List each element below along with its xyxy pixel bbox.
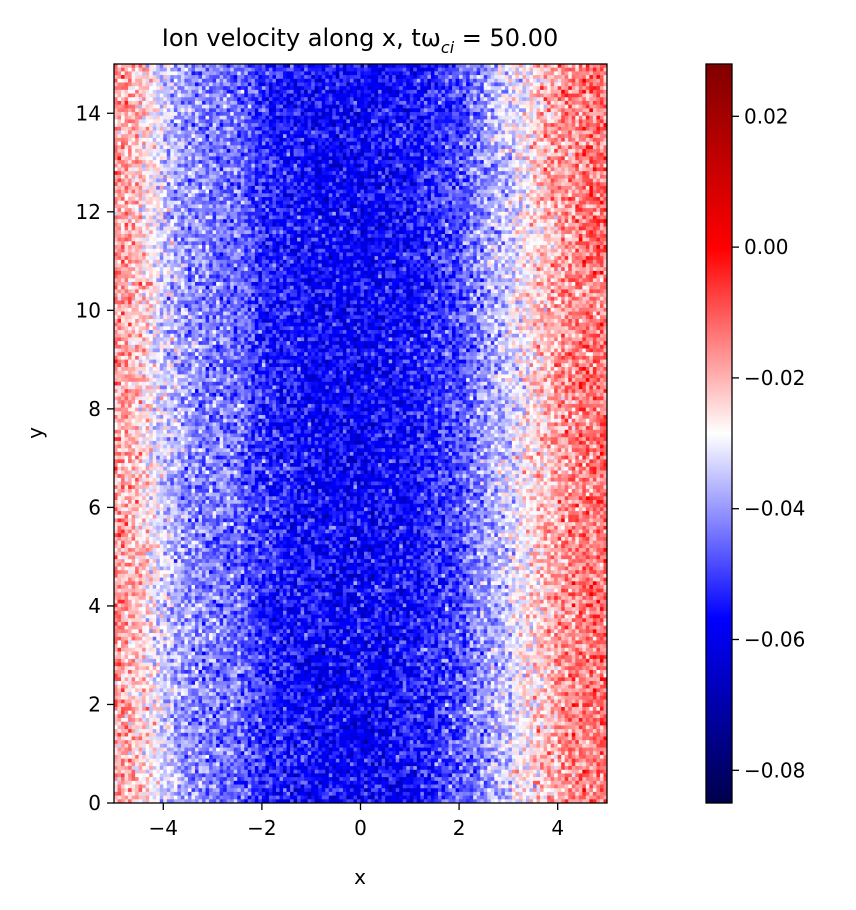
- y-tick-label: 8: [88, 397, 101, 421]
- y-tick-label: 0: [88, 791, 101, 815]
- y-tick-label: 12: [76, 200, 101, 224]
- y-tick-label: 10: [76, 298, 101, 322]
- y-tick-label: 4: [88, 594, 101, 618]
- y-axis: 0 2 4 6 8 10 12 14: [76, 101, 114, 815]
- y-tick-label: 14: [76, 101, 101, 125]
- x-axis: −4 −2 0 2 4: [149, 803, 565, 840]
- chart-title-main: Ion velocity along x, tω: [162, 24, 441, 52]
- colorbar-tick-label: −0.02: [744, 366, 805, 390]
- colorbar-tick-label: −0.04: [744, 497, 805, 521]
- x-tick-label: 0: [354, 816, 367, 840]
- y-axis-label: y: [23, 427, 47, 439]
- colorbar-tick-label: 0.00: [744, 235, 789, 259]
- colorbar-tick-label: 0.02: [744, 104, 789, 128]
- y-tick-label: 6: [88, 495, 101, 519]
- colorbar-axis: 0.02 0.00 −0.02 −0.04 −0.06 −0.08: [732, 104, 805, 782]
- x-tick-label: 4: [551, 816, 564, 840]
- colorbar-tick-label: −0.08: [744, 758, 805, 782]
- x-tick-label: −2: [247, 816, 276, 840]
- colorbar-tick-label: −0.06: [744, 628, 805, 652]
- plot-area: [114, 64, 608, 804]
- y-tick-label: 2: [88, 692, 101, 716]
- colorbar: [706, 64, 732, 803]
- chart-title: Ion velocity along x, tωci = 50.00: [162, 24, 558, 57]
- x-axis-label: x: [354, 865, 366, 889]
- heatmap-cells: [114, 64, 608, 804]
- x-tick-label: −4: [149, 816, 178, 840]
- chart-title-subscript: ci: [441, 38, 455, 57]
- chart-title-suffix: = 50.00: [454, 24, 558, 52]
- x-tick-label: 2: [453, 816, 466, 840]
